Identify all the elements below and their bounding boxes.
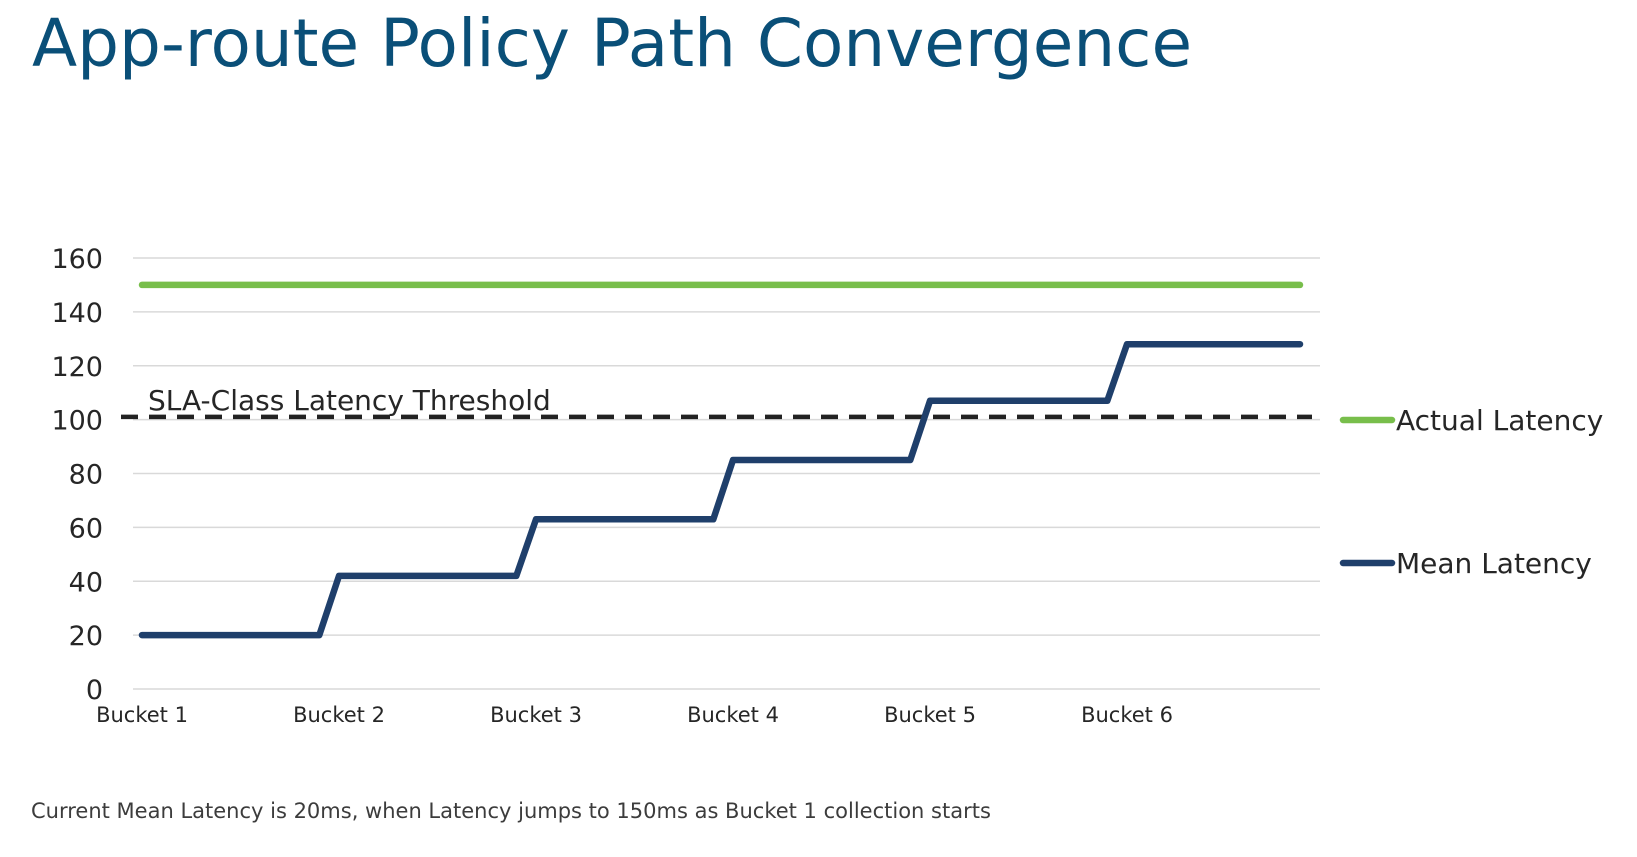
series-line-mean-latency xyxy=(138,340,1304,639)
x-axis-tick-labels: Bucket 1 Bucket 2 Bucket 3 Bucket 4 Bucket 5… xyxy=(96,703,1173,727)
x-tick-label: Bucket 2 xyxy=(293,703,385,727)
y-tick-label: 40 xyxy=(69,567,103,598)
y-axis-tick-labels: 0 20 40 60 80 100 120 140 160 xyxy=(51,244,103,706)
y-tick-label: 100 xyxy=(51,406,103,437)
y-tick-label: 20 xyxy=(69,621,103,652)
legend-label: Mean Latency xyxy=(1396,547,1592,580)
y-tick-label: 80 xyxy=(69,460,103,491)
x-tick-label: Bucket 1 xyxy=(96,703,188,727)
series-lines xyxy=(138,281,1304,639)
legend: Actual Latency Mean Latency xyxy=(1339,404,1603,580)
sla-threshold-label: SLA-Class Latency Threshold xyxy=(148,384,551,417)
x-tick-label: Bucket 4 xyxy=(687,703,779,727)
x-tick-label: Bucket 6 xyxy=(1081,703,1173,727)
y-tick-label: 140 xyxy=(51,298,103,329)
x-tick-label: Bucket 5 xyxy=(884,703,976,727)
y-tick-label: 160 xyxy=(51,244,103,275)
y-tick-label: 0 xyxy=(86,675,103,706)
threshold-group: SLA-Class Latency Threshold xyxy=(121,384,1312,420)
y-tick-label: 120 xyxy=(51,352,103,383)
slide-caption: Current Mean Latency is 20ms, when Laten… xyxy=(31,799,991,823)
x-tick-label: Bucket 3 xyxy=(490,703,582,727)
legend-label: Actual Latency xyxy=(1396,404,1603,437)
slide-title: App-route Policy Path Convergence xyxy=(32,5,1193,82)
y-tick-label: 60 xyxy=(69,513,103,544)
